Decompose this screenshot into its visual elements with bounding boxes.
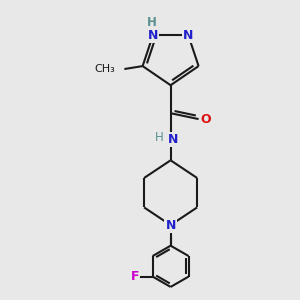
Text: O: O — [201, 112, 211, 126]
Text: H: H — [155, 131, 164, 144]
Text: N: N — [148, 29, 158, 42]
Text: H: H — [146, 16, 156, 29]
Text: F: F — [131, 270, 139, 283]
Text: N: N — [168, 133, 179, 146]
Text: N: N — [183, 29, 194, 42]
Text: CH₃: CH₃ — [95, 64, 116, 74]
Text: N: N — [165, 219, 176, 232]
